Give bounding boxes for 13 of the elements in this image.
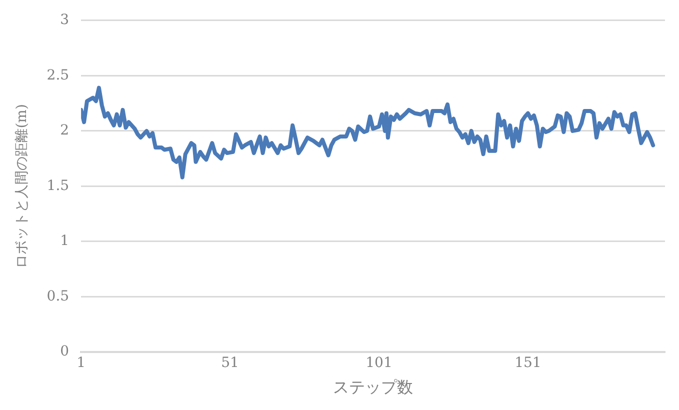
y-tick-label: 2 [60,122,70,139]
y-tick-label: 1 [60,233,70,250]
y-tick-label: 1.5 [46,178,70,194]
x-tick-label: 51 [221,355,239,372]
y-tick-label: 2.5 [46,67,70,84]
y-axis-title: ロボットと人間の距離(m) [14,104,30,268]
x-axis-title: ステップ数 [333,378,414,397]
x-tick-label: 151 [514,355,542,372]
y-tick-label: 0 [60,344,70,360]
y-tick-label: 0.5 [46,288,70,304]
y-tick-label: 3 [60,12,70,28]
x-tick-label: 101 [366,355,392,372]
x-tick-label: 1 [76,355,86,372]
